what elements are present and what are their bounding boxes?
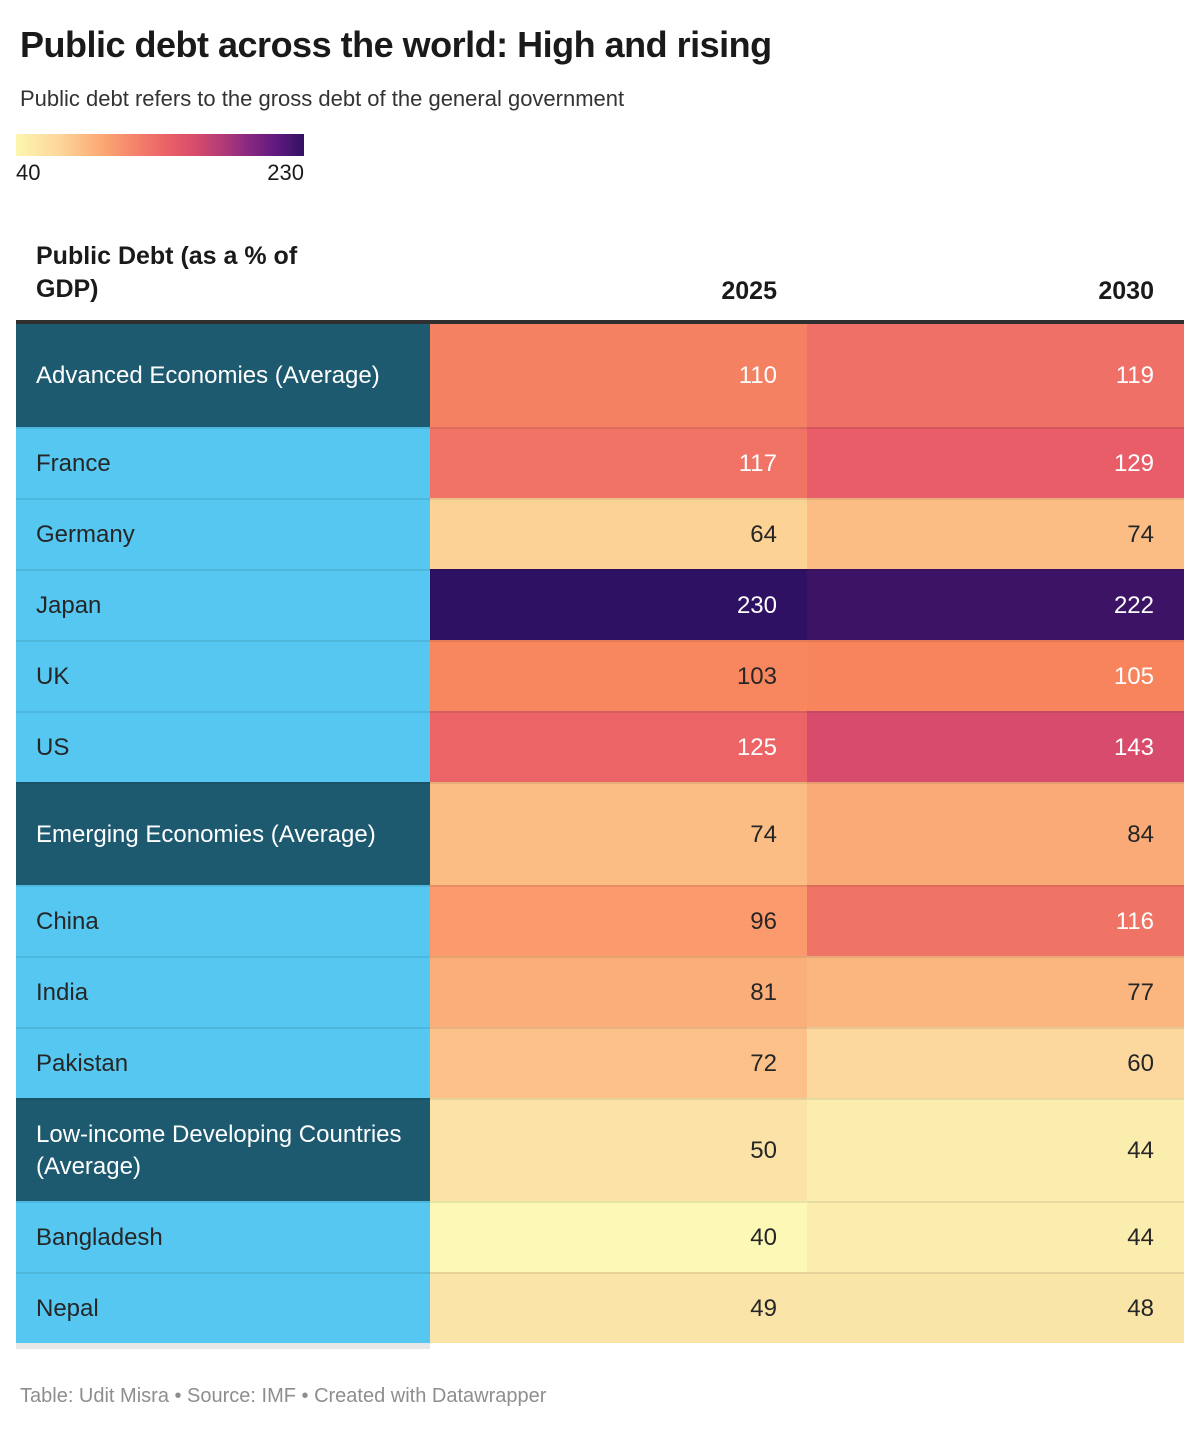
value-cell-2025: 64 [430,498,807,569]
table-header-2025: 2025 [721,277,777,305]
table-row: US 125 143 [16,711,1184,782]
table-header-metric: Public Debt (as a % of GDP) [36,242,298,303]
row-label: Bangladesh [36,1223,163,1251]
row-label-cell: India [16,956,430,1027]
table-row: Nepal 49 48 [16,1272,1184,1343]
value-cell-2025: 72 [430,1027,807,1098]
row-label: US [36,733,70,761]
value-cell-2030: 222 [807,569,1184,640]
value-cell-2025: 125 [430,711,807,782]
legend-labels: 40 230 [16,160,304,186]
table-row: Germany 64 74 [16,498,1184,569]
row-label: India [36,978,89,1006]
value-cell-2030: 74 [807,498,1184,569]
row-label-cell: Japan [16,569,430,640]
value-cell-2030: 44 [807,1098,1184,1201]
row-label: Germany [36,520,135,548]
value-cell-2025: 96 [430,885,807,956]
value-cell-2030: 60 [807,1027,1184,1098]
row-label: Nepal [36,1294,99,1322]
row-label: Japan [36,591,102,619]
heatmap-table: Public Debt (as a % of GDP) 2025 2030 Ad… [16,240,1184,1343]
value-cell-2025: 49 [430,1272,807,1343]
row-label: France [36,449,111,477]
page-title: Public debt across the world: High and r… [20,24,772,65]
table-row: Emerging Economies (Average) 74 84 [16,782,1184,885]
row-label: UK [36,662,70,690]
value-cell-2030: 77 [807,956,1184,1027]
row-label-cell: China [16,885,430,956]
value-cell-2025: 230 [430,569,807,640]
table-row: France 117 129 [16,427,1184,498]
value-cell-2030: 48 [807,1272,1184,1343]
legend-max-label: 230 [267,160,304,185]
attribution-footer: Table: Udit Misra • Source: IMF • Create… [20,1385,547,1407]
color-scale-legend: 40 230 [16,134,304,186]
row-label: Pakistan [36,1049,129,1077]
row-label-cell: Germany [16,498,430,569]
value-cell-2025: 74 [430,782,807,885]
table-row: Advanced Economies (Average) 110 119 [16,324,1184,427]
value-cell-2030: 119 [807,324,1184,427]
row-label: China [36,907,99,935]
table-row: Bangladesh 40 44 [16,1201,1184,1272]
row-label-cell: Advanced Economies (Average) [16,324,430,427]
value-cell-2025: 40 [430,1201,807,1272]
value-cell-2030: 116 [807,885,1184,956]
value-cell-2025: 103 [430,640,807,711]
color-gradient-bar [16,134,304,156]
value-cell-2025: 110 [430,324,807,427]
value-cell-2025: 50 [430,1098,807,1201]
value-cell-2030: 129 [807,427,1184,498]
table-row: Japan 230 222 [16,569,1184,640]
table-row: India 81 77 [16,956,1184,1027]
value-cell-2030: 143 [807,711,1184,782]
value-cell-2025: 117 [430,427,807,498]
row-label: Advanced Economies (Average) [36,361,380,389]
page-subtitle: Public debt refers to the gross debt of … [20,86,625,111]
row-label: Low-income Developing Countries (Average… [36,1120,402,1180]
legend-min-label: 40 [16,160,41,185]
table-header-2030: 2030 [1098,277,1154,305]
table-bottom-scroll-track [16,1343,430,1349]
row-label-cell: Bangladesh [16,1201,430,1272]
table-row: Low-income Developing Countries (Average… [16,1098,1184,1201]
table-row: China 96 116 [16,885,1184,956]
table-row: Pakistan 72 60 [16,1027,1184,1098]
value-cell-2030: 105 [807,640,1184,711]
value-cell-2030: 84 [807,782,1184,885]
table-row: UK 103 105 [16,640,1184,711]
value-cell-2030: 44 [807,1201,1184,1272]
value-cell-2025: 81 [430,956,807,1027]
row-label-cell: Emerging Economies (Average) [16,782,430,885]
row-label-cell: Nepal [16,1272,430,1343]
row-label-cell: France [16,427,430,498]
row-label-cell: US [16,711,430,782]
table-header-row: Public Debt (as a % of GDP) 2025 2030 [16,240,1184,324]
row-label: Emerging Economies (Average) [36,820,376,848]
row-label-cell: Low-income Developing Countries (Average… [16,1098,430,1201]
row-label-cell: UK [16,640,430,711]
row-label-cell: Pakistan [16,1027,430,1098]
